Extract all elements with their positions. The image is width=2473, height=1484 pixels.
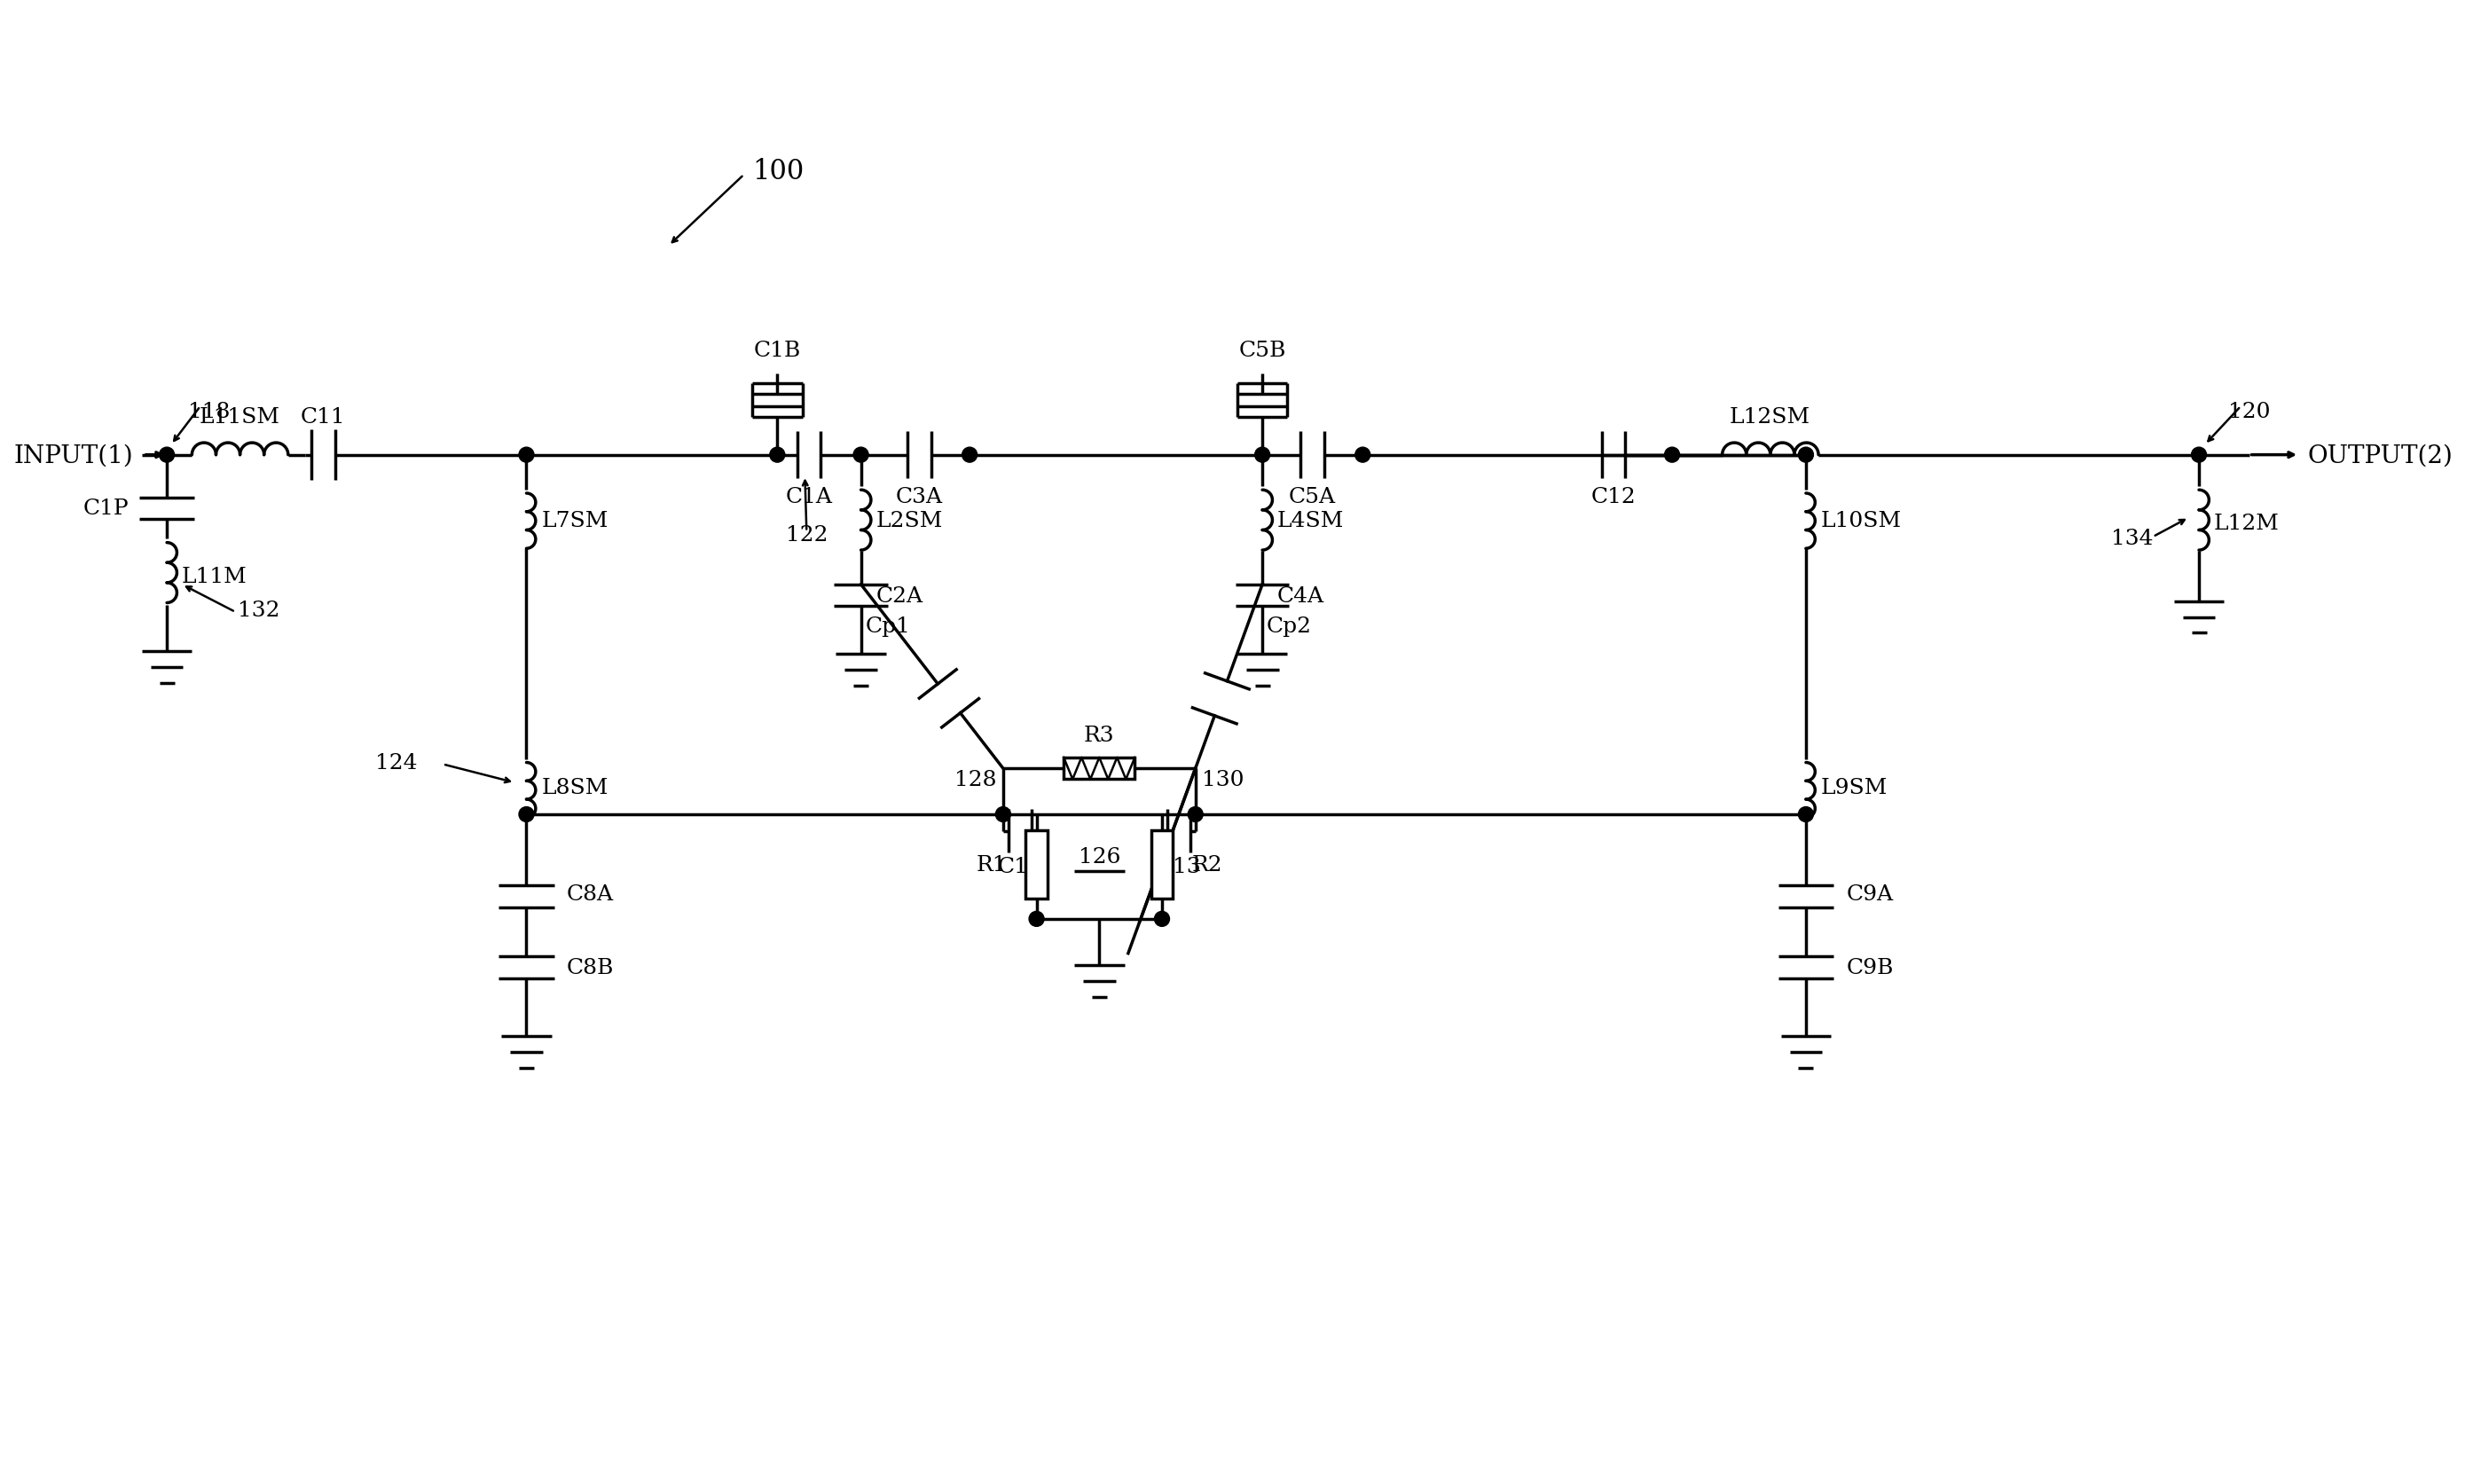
Text: L8SM: L8SM [542,778,608,798]
Text: L2SM: L2SM [875,510,942,531]
Text: Cp1: Cp1 [866,616,910,637]
Text: C5A: C5A [1288,487,1335,508]
Text: C1B: C1B [754,341,801,361]
Bar [1026,831,1049,899]
Text: C11: C11 [302,407,346,427]
Text: INPUT(1): INPUT(1) [15,444,134,467]
Text: L7SM: L7SM [542,510,608,531]
Text: C1P: C1P [84,499,129,519]
Circle shape [769,448,784,463]
Circle shape [158,448,176,463]
Text: 100: 100 [752,157,804,186]
Text: C12: C12 [1590,487,1637,508]
Bar [1063,758,1135,779]
Text: L12M: L12M [2213,513,2280,534]
Text: L12SM: L12SM [1729,407,1810,427]
Circle shape [1254,448,1269,463]
Bar [1150,831,1172,899]
Text: 128: 128 [955,769,997,789]
Text: 124: 124 [376,752,418,773]
Text: L9SM: L9SM [1820,778,1887,798]
Text: 132: 132 [237,600,279,620]
Text: L11M: L11M [183,567,247,586]
Text: C8A: C8A [566,884,613,904]
Circle shape [997,807,1011,822]
Text: C4A: C4A [1279,586,1326,605]
Circle shape [2191,448,2206,463]
Text: C8B: C8B [566,957,613,978]
Text: L11SM: L11SM [200,407,279,427]
Circle shape [1187,807,1202,822]
Text: L10SM: L10SM [1820,510,1902,531]
Text: 130: 130 [1202,769,1244,789]
Circle shape [1664,448,1679,463]
Text: Cp2: Cp2 [1266,616,1311,637]
Circle shape [1155,911,1170,926]
Text: OUTPUT(2): OUTPUT(2) [2307,444,2453,467]
Text: C5B: C5B [1239,341,1286,361]
Text: C3A: C3A [895,487,942,508]
Text: R2: R2 [1192,855,1222,876]
Text: C9A: C9A [1845,884,1894,904]
Circle shape [519,448,534,463]
Text: C13: C13 [1157,856,1202,877]
Text: C14: C14 [997,856,1041,877]
Text: L4SM: L4SM [1279,510,1345,531]
Text: 118: 118 [188,402,230,421]
Text: C9B: C9B [1845,957,1894,978]
Text: R1: R1 [977,855,1007,876]
Circle shape [1355,448,1370,463]
Circle shape [1029,911,1044,926]
Text: C2A: C2A [875,586,922,605]
Circle shape [1798,807,1813,822]
Text: 134: 134 [2112,528,2154,549]
Circle shape [962,448,977,463]
Text: R3: R3 [1083,726,1115,745]
Text: 120: 120 [2228,402,2270,421]
Text: 122: 122 [786,524,828,545]
Circle shape [1798,448,1813,463]
Text: C1A: C1A [786,487,833,508]
Circle shape [853,448,868,463]
Circle shape [519,807,534,822]
Text: 126: 126 [1078,846,1120,867]
